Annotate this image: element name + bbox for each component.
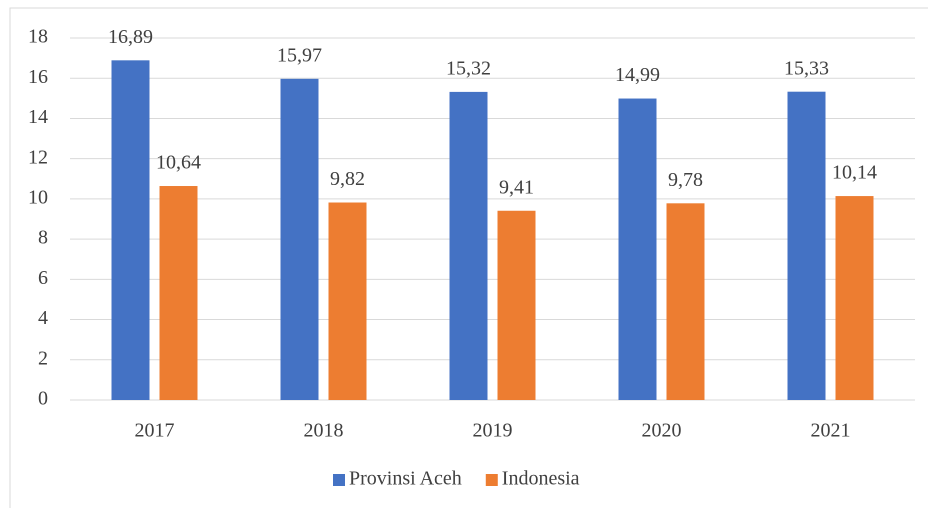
data-label: 9,82	[330, 168, 365, 190]
y-tick-label: 10	[28, 186, 48, 208]
data-label: 9,41	[499, 176, 534, 198]
bar	[787, 91, 826, 401]
data-label: 14,99	[615, 64, 660, 86]
bar	[497, 210, 536, 400]
data-label: 10,14	[832, 162, 877, 184]
legend-swatch	[485, 474, 498, 486]
bar	[280, 78, 319, 400]
data-label: 16,89	[108, 26, 153, 48]
bar	[449, 91, 488, 401]
x-tick-label: 2020	[642, 420, 682, 442]
y-tick-label: 16	[28, 66, 48, 88]
x-tick-label: 2019	[473, 420, 513, 442]
bar	[618, 98, 657, 400]
bar	[159, 186, 198, 400]
data-label: 15,97	[277, 44, 322, 66]
y-tick-label: 12	[28, 146, 48, 168]
data-label: 10,64	[156, 152, 201, 174]
y-tick-label: 0	[38, 388, 48, 410]
legend-label: Provinsi Aceh	[349, 468, 462, 490]
x-tick-label: 2018	[304, 420, 344, 442]
y-tick-label: 6	[38, 267, 48, 289]
y-tick-label: 4	[38, 307, 48, 329]
legend-label: Indonesia	[502, 468, 580, 490]
bar	[666, 203, 705, 400]
data-label: 15,33	[784, 57, 829, 79]
y-tick-label: 8	[38, 227, 48, 249]
y-tick-label: 18	[28, 26, 48, 48]
x-tick-label: 2017	[135, 420, 175, 442]
y-tick-label: 2	[38, 347, 48, 369]
bar	[328, 202, 367, 400]
legend-swatch	[333, 474, 345, 486]
chart-frame	[9, 7, 928, 508]
y-tick-label: 14	[28, 106, 48, 128]
x-tick-label: 2021	[811, 420, 851, 442]
bar	[111, 60, 150, 400]
bar	[835, 196, 874, 400]
data-label: 15,32	[446, 57, 491, 79]
data-label: 9,78	[668, 169, 703, 191]
